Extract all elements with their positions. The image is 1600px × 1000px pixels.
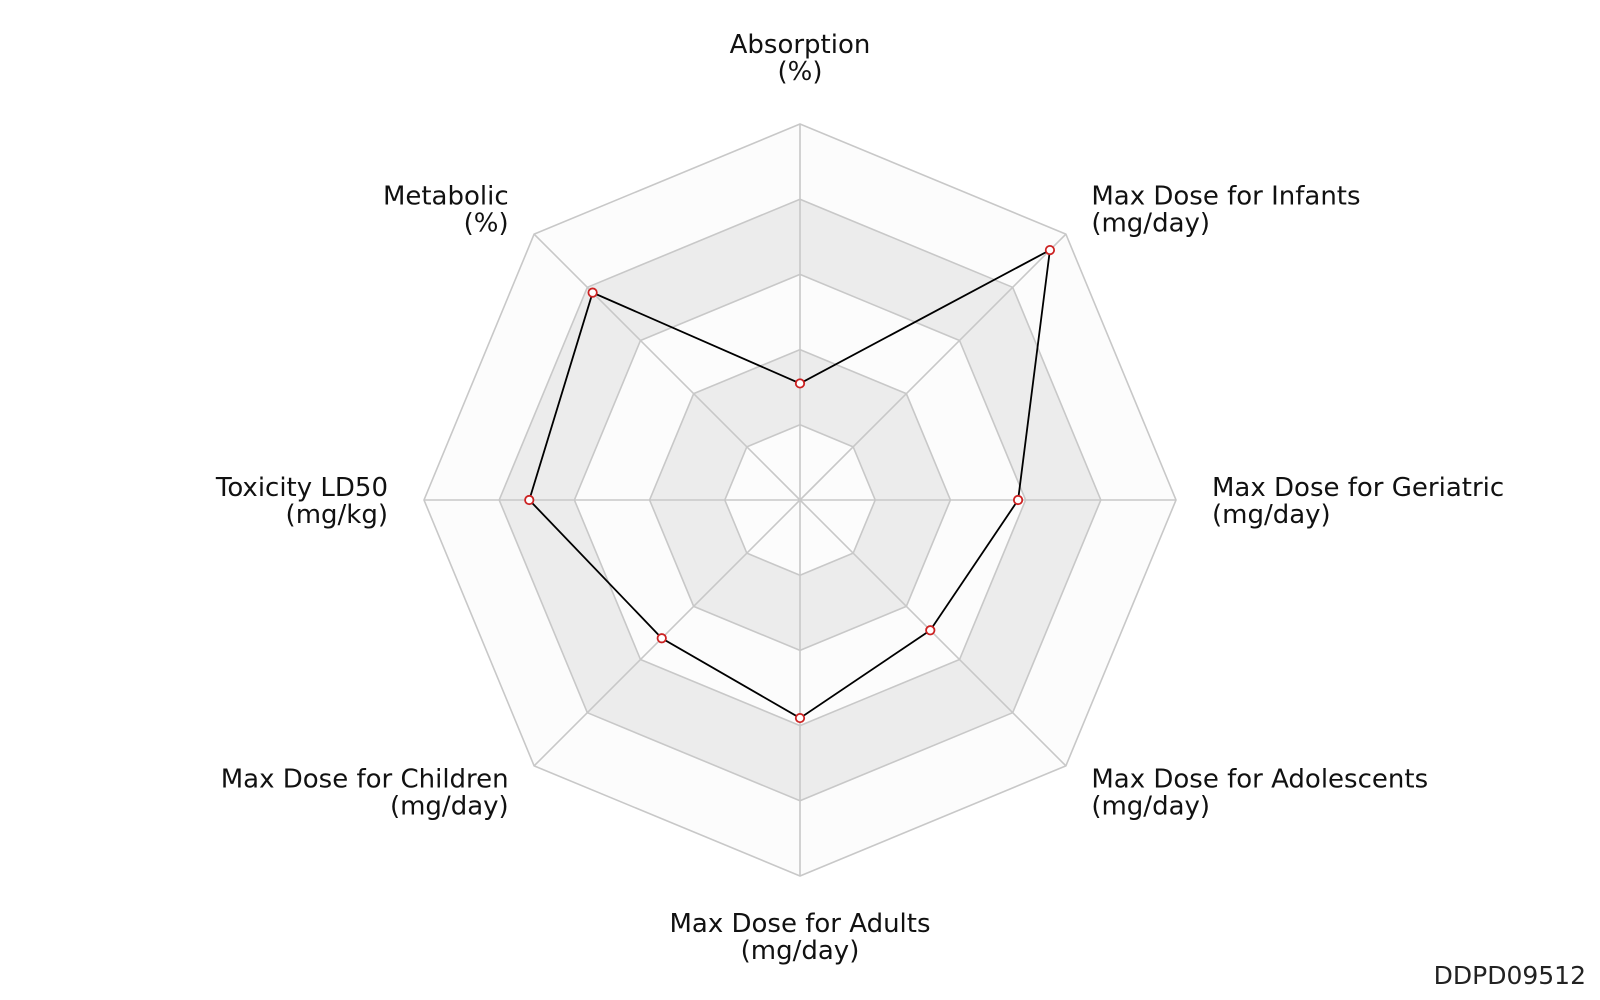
axis-spoke-6 xyxy=(533,499,801,767)
axis-label-unit: (%) xyxy=(464,209,509,239)
axis-spoke-8 xyxy=(533,233,801,501)
axis-label-3: Max Dose for Geriatric (mg/day) xyxy=(1212,473,1504,530)
axis-label-name: Max Dose for Adults xyxy=(669,909,930,939)
data-point-3 xyxy=(1012,494,1024,506)
data-point-8 xyxy=(587,287,598,298)
axis-label-1: Absorption (%) xyxy=(730,30,871,87)
axis-label-name: Max Dose for Geriatric xyxy=(1212,473,1504,503)
axis-labels: Absorption (%)Max Dose for Infants (mg/day… xyxy=(215,30,1504,966)
axis-label-4: Max Dose for Adolescents (mg/day) xyxy=(1091,764,1428,821)
axis-label-unit: (mg/day) xyxy=(390,791,509,821)
axis-label-unit: (%) xyxy=(778,57,823,87)
data-point-2 xyxy=(1044,244,1056,256)
axis-label-unit: (mg/day) xyxy=(1091,791,1210,821)
data-point-1 xyxy=(794,378,806,389)
axis-label-name: Metabolic xyxy=(383,182,509,212)
axis-spokes xyxy=(424,124,1176,876)
axis-label-6: Max Dose for Children (mg/day) xyxy=(221,764,509,821)
series-layer xyxy=(524,244,1056,724)
axis-label-name: Max Dose for Adolescents xyxy=(1091,764,1428,794)
axis-label-7: Toxicity LD50 (mg/kg) xyxy=(215,473,388,530)
data-point-6 xyxy=(656,633,667,644)
axis-label-unit: (mg/day) xyxy=(1091,209,1210,239)
axis-label-5: Max Dose for Adults (mg/day) xyxy=(669,909,930,966)
axis-label-name: Max Dose for Infants xyxy=(1091,182,1360,212)
axis-label-unit: (mg/day) xyxy=(1212,500,1331,530)
data-point-5 xyxy=(794,712,806,724)
axis-label-name: Absorption xyxy=(730,30,871,60)
axis-label-unit: (mg/day) xyxy=(741,936,860,966)
axis-label-name: Max Dose for Children xyxy=(221,764,509,794)
axis-spoke-2 xyxy=(799,233,1067,501)
data-point-7 xyxy=(524,494,535,506)
axis-label-name: Toxicity LD50 xyxy=(215,473,388,503)
axis-label-2: Max Dose for Infants (mg/day) xyxy=(1091,182,1360,239)
watermark-id: DDPD09512 xyxy=(1433,961,1586,990)
axis-label-8: Metabolic (%) xyxy=(383,182,509,239)
axis-label-unit: (mg/kg) xyxy=(286,500,388,530)
data-point-4 xyxy=(925,625,936,636)
